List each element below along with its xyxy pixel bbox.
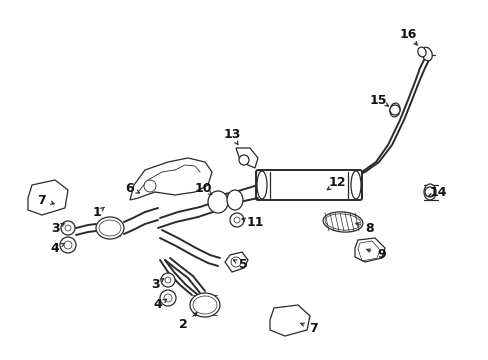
Polygon shape — [224, 252, 247, 272]
Text: 9: 9 — [377, 248, 386, 261]
Circle shape — [61, 221, 75, 235]
Circle shape — [161, 273, 175, 287]
Text: 10: 10 — [194, 181, 211, 194]
Polygon shape — [28, 180, 68, 215]
Text: 7: 7 — [38, 194, 46, 207]
Text: 11: 11 — [246, 216, 263, 229]
Ellipse shape — [99, 220, 121, 236]
Text: 3: 3 — [150, 279, 159, 292]
Ellipse shape — [423, 184, 435, 200]
Circle shape — [234, 217, 240, 223]
Circle shape — [163, 294, 172, 302]
Text: 5: 5 — [238, 258, 247, 271]
Circle shape — [229, 213, 244, 227]
Text: 12: 12 — [327, 176, 345, 189]
Ellipse shape — [207, 191, 227, 213]
Text: 6: 6 — [125, 181, 134, 194]
Text: 4: 4 — [51, 242, 59, 255]
Ellipse shape — [190, 293, 220, 317]
Text: 14: 14 — [428, 185, 446, 198]
Ellipse shape — [417, 47, 425, 57]
Circle shape — [65, 225, 71, 231]
Circle shape — [60, 237, 76, 253]
Text: 7: 7 — [308, 321, 317, 334]
Ellipse shape — [350, 171, 360, 199]
Polygon shape — [269, 305, 309, 336]
Polygon shape — [236, 148, 258, 168]
Text: 15: 15 — [368, 94, 386, 107]
Circle shape — [143, 180, 156, 192]
Circle shape — [64, 241, 72, 249]
FancyBboxPatch shape — [256, 170, 361, 200]
Ellipse shape — [389, 103, 399, 117]
Text: 8: 8 — [365, 221, 373, 234]
Text: 3: 3 — [51, 221, 59, 234]
Text: 16: 16 — [399, 28, 416, 41]
Polygon shape — [130, 158, 212, 200]
Ellipse shape — [193, 296, 217, 314]
Ellipse shape — [226, 190, 243, 210]
Ellipse shape — [325, 214, 360, 230]
Text: 1: 1 — [92, 207, 101, 220]
Circle shape — [424, 187, 434, 197]
Circle shape — [230, 257, 241, 267]
Ellipse shape — [421, 47, 431, 61]
Text: 4: 4 — [153, 298, 162, 311]
Text: 13: 13 — [223, 129, 240, 141]
Circle shape — [239, 155, 248, 165]
Polygon shape — [354, 238, 384, 262]
Circle shape — [389, 105, 399, 115]
Ellipse shape — [323, 212, 362, 232]
Text: 2: 2 — [178, 319, 187, 332]
Ellipse shape — [96, 217, 124, 239]
Circle shape — [164, 277, 171, 283]
Circle shape — [160, 290, 176, 306]
Ellipse shape — [257, 171, 266, 199]
